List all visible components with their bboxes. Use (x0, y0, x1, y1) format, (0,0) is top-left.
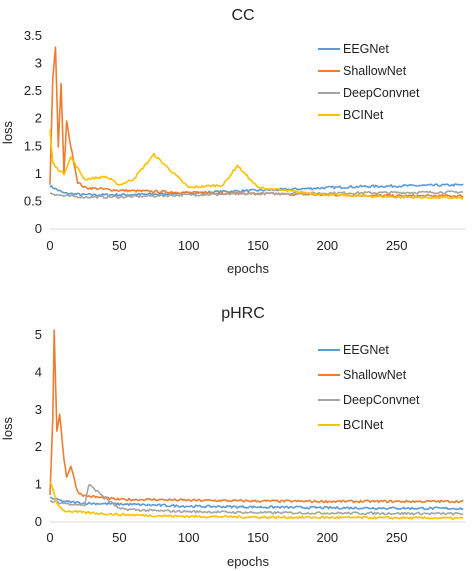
series-line-eegnet (49, 496, 464, 511)
y-tick-label: 0 (35, 221, 42, 236)
series-line-eegnet (49, 183, 464, 197)
chart-cc: CC 0 0.5 1 1.5 2 2.5 3 3.5 0 50 100 150 200 250 epochs l… (0, 7, 466, 276)
legend-label: EEGNet (343, 42, 389, 56)
x-tick-label: 100 (178, 530, 200, 545)
y-tick-label: 0.5 (24, 193, 42, 208)
y-tick-label: 3.5 (24, 28, 42, 43)
y-axis-label: loss (0, 416, 15, 440)
series-line-bcinet (49, 129, 464, 200)
y-tick-label: 0 (35, 514, 42, 529)
x-axis-label: epochs (227, 554, 269, 569)
y-tick-label: 1 (35, 477, 42, 492)
x-tick-label: 250 (386, 238, 408, 253)
y-tick-label: 5 (35, 327, 42, 342)
x-tick-label: 50 (112, 530, 126, 545)
series-line-deepconvnet (49, 190, 464, 199)
series-line-shallownet (49, 329, 464, 504)
x-tick-label: 150 (247, 238, 269, 253)
x-tick-label: 100 (178, 238, 200, 253)
x-tick-label: 50 (112, 238, 126, 253)
series-line-bcinet (49, 481, 464, 520)
x-axis-label: epochs (227, 261, 269, 276)
y-tick-label: 2 (35, 111, 42, 126)
chart-title: CC (231, 7, 254, 24)
legend-label: DeepConvnet (343, 86, 420, 100)
series-line-deepconvnet (49, 484, 464, 516)
legend-label: ShallowNet (343, 368, 407, 382)
y-tick-label: 3 (35, 402, 42, 417)
x-tick-label: 150 (247, 530, 269, 545)
y-tick-label: 4 (35, 364, 42, 379)
y-tick-label: 3 (35, 56, 42, 71)
y-axis-label: loss (0, 120, 15, 144)
x-tick-label: 0 (46, 530, 53, 545)
legend-label: DeepConvnet (343, 393, 420, 407)
chart-title: pHRC (221, 305, 265, 322)
x-tick-label: 200 (316, 530, 338, 545)
y-tick-label: 1 (35, 166, 42, 181)
x-tick-label: 200 (316, 238, 338, 253)
y-tick-label: 2.5 (24, 83, 42, 98)
x-tick-label: 250 (386, 530, 408, 545)
legend-label: BCINet (343, 418, 384, 432)
legend-label: ShallowNet (343, 64, 407, 78)
y-tick-label: 2 (35, 439, 42, 454)
x-tick-label: 0 (46, 238, 53, 253)
legend-label: BCINet (343, 108, 384, 122)
y-tick-label: 1.5 (24, 138, 42, 153)
legend-label: EEGNet (343, 343, 389, 357)
